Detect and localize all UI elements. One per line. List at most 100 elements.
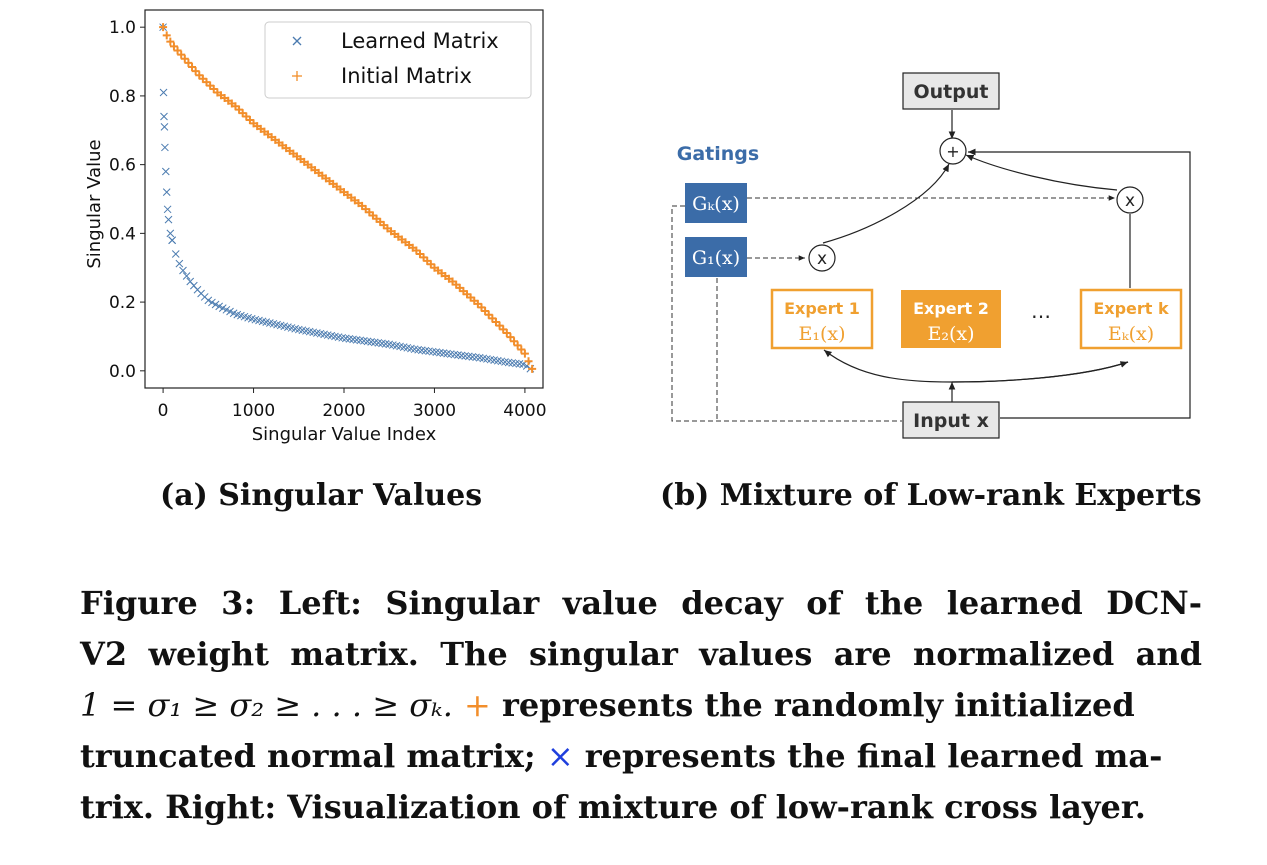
mult-node-1: x [808,244,836,272]
expert-1-title: Expert 1 [784,299,860,318]
plus-marker-symbol: + [464,686,491,724]
x-tick-label: 3000 [413,401,456,421]
expert-1-fn: E₁(x) [798,323,845,345]
input-label: Input x [913,410,989,432]
learned-point [171,250,180,258]
initial-point [169,42,178,51]
caption-line-4: truncated normal matrix; × represents th… [80,731,1202,782]
mult-1-symbol: x [817,249,827,269]
chart-marks [159,23,537,373]
expert-k-box: Expert k Eₖ(x) [1079,288,1183,350]
initial-point [177,50,186,59]
y-axis-label: Singular Value [84,139,105,268]
learned-point [208,298,216,307]
learned-point [464,352,473,361]
initial-point [159,23,168,32]
caption-line-2: V2 weight matrix. The singular values ar… [80,635,1202,673]
y-tick-label: 0.0 [109,362,136,382]
learned-point [161,143,169,152]
expert-k-title: Expert k [1093,299,1169,318]
sum-symbol: + [946,142,959,161]
initial-point [524,357,533,366]
y-tick-label: 0.6 [109,156,136,176]
subcaption-b: (b) Mixture of Low-rank Experts [660,478,1202,513]
x-tick-label: 1000 [232,401,275,421]
learned-point [161,167,170,176]
legend-label-learned: Learned Matrix [341,29,499,53]
mult-k-symbol: x [1125,191,1135,211]
y-tick-label: 0.4 [109,224,136,244]
x-axis-ticks: 0 1000 2000 3000 4000 [158,388,547,421]
learned-point [204,296,213,305]
learned-point [211,300,220,309]
learned-point [461,352,470,360]
gate-1-box: G₁(x) [685,237,747,277]
figure-canvas: 0 1000 2000 3000 4000 0.0 0.2 0.4 0.6 0.8 1.0 Sin… [84,9,1191,445]
figure-caption: Figure 3: Left: Singular value decay of … [80,578,1202,833]
initial-point [188,63,197,72]
legend-marker-initial [292,71,302,81]
initial-point [502,329,511,338]
singular-value-chart: 0 1000 2000 3000 4000 0.0 0.2 0.4 0.6 0.8 1.0 Sin… [84,9,547,445]
initial-point [520,349,529,358]
initial-point [528,364,537,373]
initial-point [180,54,189,63]
learned-point [162,188,171,196]
expert-2-box: Expert 2 E₂(x) [901,290,1001,348]
sum-node: + [939,137,967,165]
learned-point [168,236,176,245]
initial-point [513,341,522,350]
gatings-label: Gatings [677,143,759,165]
caption-line-4-text: truncated normal matrix; [80,737,536,775]
legend: Learned Matrix Initial Matrix [264,21,532,99]
x-axis-label: Singular Value Index [252,424,437,445]
learned-point [164,215,173,224]
input-box: Input x [902,401,1000,439]
initial-point [506,333,515,342]
subcaption-a: (a) Singular Values [160,478,483,513]
output-label: Output [914,81,989,103]
expert-2-title: Expert 2 [913,299,989,318]
x-marker-symbol: × [546,737,574,775]
learned-point [182,272,191,280]
caption-line-3-text: represents the randomly initialized [501,686,1135,724]
learned-point [179,266,187,275]
y-axis-ticks: 0.0 0.2 0.4 0.6 0.8 1.0 [109,18,145,382]
initial-point [510,337,519,346]
learned-point [457,351,466,360]
learned-point [472,353,480,362]
caption-line-1: Figure 3: Left: Singular value decay of … [80,584,1202,622]
x-tick-label: 0 [158,401,169,421]
output-box: Output [902,72,1000,110]
y-tick-label: 1.0 [109,18,136,38]
mult-node-k: x [1116,186,1144,214]
learned-point [160,112,168,121]
initial-point [166,37,175,46]
expert-1-box: Expert 1 E₁(x) [770,288,874,350]
gate-1-label: G₁(x) [692,247,740,269]
learned-point [160,122,169,131]
learned-point [159,88,168,97]
legend-label-initial: Initial Matrix [341,64,472,88]
initial-point [184,58,193,67]
moe-diagram: Gatings Gₖ(x) G₁(x) Output + x x Expert [671,72,1191,439]
caption-line-5: trix. Right: Visualization of mixture of… [80,788,1146,826]
learned-point [166,229,175,238]
gate-k-label: Gₖ(x) [692,193,740,215]
y-tick-label: 0.2 [109,293,136,313]
caption-math: 1 = σ₁ ≥ σ₂ ≥ . . . ≥ σₖ. [80,686,453,724]
legend-marker-learned [292,36,302,46]
initial-point [162,31,171,40]
initial-point [191,67,200,76]
y-tick-label: 0.8 [109,87,136,107]
learned-point [163,205,172,214]
expert-2-fn: E₂(x) [927,323,974,345]
expert-ellipsis: … [1031,299,1051,323]
learned-point [454,351,462,359]
x-tick-label: 4000 [503,401,546,421]
initial-point [517,345,526,354]
series-learned [159,23,535,373]
learned-point [468,352,477,361]
gate-k-box: Gₖ(x) [685,183,747,223]
series-initial [159,23,537,373]
